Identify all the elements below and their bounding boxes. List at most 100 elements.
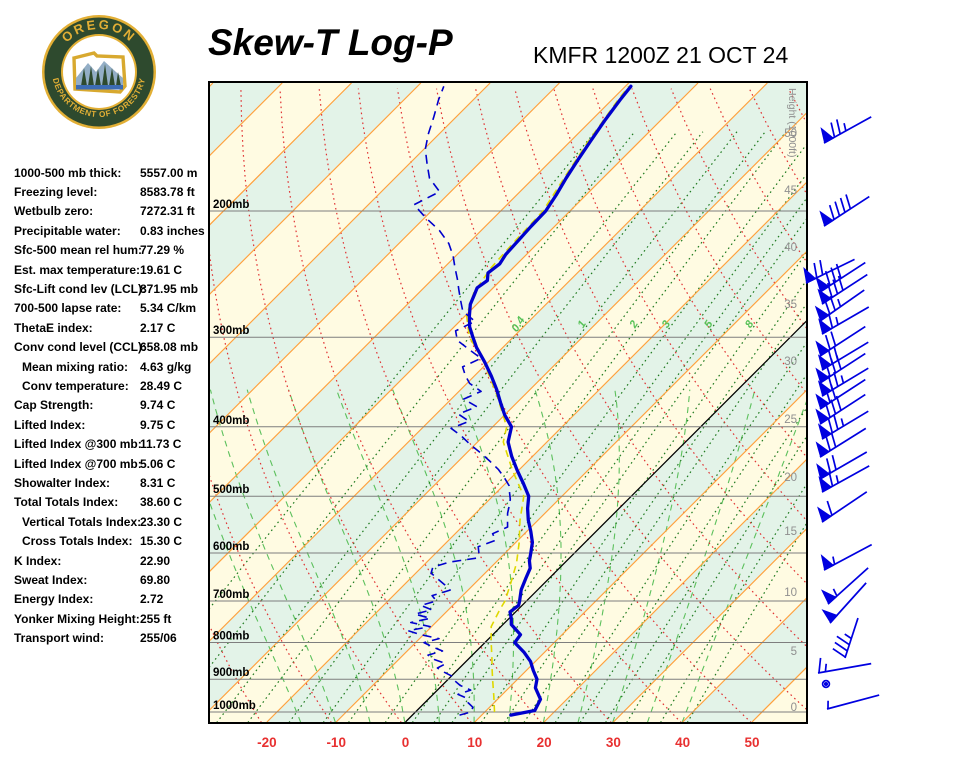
index-label: Precipitable water: bbox=[14, 223, 121, 238]
isotherm bbox=[210, 83, 214, 87]
index-row: Yonker Mixing Height: 255 ft bbox=[14, 609, 210, 628]
wind-barb bbox=[817, 491, 868, 523]
svg-text:700mb: 700mb bbox=[213, 589, 249, 601]
page-title: Skew-T Log-P bbox=[208, 22, 453, 63]
index-row: Conv temperature: 28.49 C bbox=[14, 376, 210, 395]
index-value: 77.29 % bbox=[140, 243, 185, 258]
index-row: Showalter Index: 8.31 C bbox=[14, 473, 210, 492]
index-row: ThetaE index: 2.17 C bbox=[14, 318, 210, 337]
plot-area: 0.4 1 2 3 5 8 bbox=[0, 83, 960, 722]
svg-text:50: 50 bbox=[784, 128, 797, 140]
index-label: Energy Index: bbox=[14, 592, 94, 607]
isobars bbox=[210, 210, 806, 713]
wind-barb bbox=[818, 306, 870, 335]
wind-barb bbox=[817, 273, 868, 305]
plot-border bbox=[208, 81, 808, 724]
index-row: Sweat Index: 69.80 bbox=[14, 570, 210, 589]
isotherm bbox=[210, 83, 768, 642]
index-row: 700-500 lapse rate: 5.34 C/km bbox=[14, 299, 210, 318]
svg-text:20: 20 bbox=[784, 472, 797, 484]
temperature-trace bbox=[467, 84, 633, 717]
wind-barb bbox=[820, 543, 873, 571]
index-label: 700-500 lapse rate: bbox=[14, 301, 122, 316]
wind-barb bbox=[821, 679, 831, 689]
isotherm bbox=[543, 459, 806, 722]
svg-text:40: 40 bbox=[784, 242, 797, 254]
index-label: Yonker Mixing Height: bbox=[14, 611, 140, 626]
logo-state-art bbox=[72, 51, 127, 94]
svg-text:900mb: 900mb bbox=[213, 667, 249, 679]
station-datetime: KMFR 1200Z 21 OCT 24 bbox=[533, 42, 789, 68]
index-label: Mean mixing ratio: bbox=[22, 359, 129, 374]
index-label: Lifted Index: bbox=[14, 417, 86, 432]
index-label: ThetaE index: bbox=[14, 320, 93, 335]
svg-text:-20: -20 bbox=[257, 735, 277, 750]
index-row: Cap Strength: 9.74 C bbox=[14, 396, 210, 415]
isotherm bbox=[210, 83, 422, 295]
indices-panel: 1000-500 mb thick: 5557.00 m Freezing leve… bbox=[14, 163, 210, 648]
index-value: 28.49 C bbox=[140, 378, 183, 393]
index-label: Conv temperature: bbox=[22, 378, 129, 393]
wind-barb bbox=[815, 352, 866, 384]
index-value: 9.75 C bbox=[140, 417, 176, 432]
index-value: 5.34 C/km bbox=[140, 301, 197, 316]
index-value: 5.06 C bbox=[140, 456, 176, 471]
index-label: Est. max temperature: bbox=[14, 262, 141, 277]
svg-text:10: 10 bbox=[784, 587, 797, 599]
index-label: Sfc-500 mean rel hum: bbox=[14, 243, 143, 258]
svg-text:1: 1 bbox=[575, 319, 588, 331]
index-row: Lifted Index @700 mb: 5.06 C bbox=[14, 454, 210, 473]
index-value: 658.08 mb bbox=[140, 340, 199, 355]
svg-text:-10: -10 bbox=[326, 735, 346, 750]
index-label: Cap Strength: bbox=[14, 398, 94, 413]
wind-barb bbox=[814, 289, 865, 322]
temp-axis-labels: -20 -10 0 10 20 30 40 50 bbox=[257, 735, 759, 750]
isotherm bbox=[821, 83, 960, 722]
index-row: Sfc-500 mean rel hum: 77.29 % bbox=[14, 241, 210, 260]
isotherm bbox=[266, 182, 806, 722]
index-row: Conv cond level (CCL): 658.08 mb bbox=[14, 338, 210, 357]
svg-text:1000mb: 1000mb bbox=[213, 700, 256, 712]
isotherm bbox=[210, 83, 491, 364]
isotherm bbox=[210, 112, 806, 711]
index-label: Lifted Index @700 mb: bbox=[14, 456, 142, 471]
wind-barb bbox=[815, 325, 866, 357]
index-row: 1000-500 mb thick: 5557.00 m bbox=[14, 163, 210, 182]
height-axis-title: Height (1000ft) bbox=[786, 88, 798, 157]
isotherm bbox=[682, 597, 806, 722]
index-label: Vertical Totals Index: bbox=[22, 514, 142, 529]
index-value: 23.30 C bbox=[140, 514, 183, 529]
index-label: Showalter Index: bbox=[14, 475, 111, 490]
isotherm bbox=[0, 83, 144, 722]
svg-text:600mb: 600mb bbox=[213, 541, 249, 553]
index-value: 22.90 bbox=[140, 553, 171, 568]
wind-barb bbox=[820, 567, 869, 605]
index-row: Energy Index: 2.72 bbox=[14, 590, 210, 609]
mixing-ratio-lines bbox=[210, 131, 806, 722]
index-label: Transport wind: bbox=[14, 631, 104, 646]
svg-text:15: 15 bbox=[784, 526, 797, 538]
index-value: 38.60 C bbox=[140, 495, 183, 510]
isotherm bbox=[210, 83, 560, 434]
svg-text:40: 40 bbox=[675, 735, 690, 750]
svg-text:10: 10 bbox=[467, 735, 482, 750]
svg-text:45: 45 bbox=[784, 185, 797, 197]
index-label: K Index: bbox=[14, 553, 62, 568]
wind-barb bbox=[816, 451, 868, 480]
svg-text:800mb: 800mb bbox=[213, 631, 249, 643]
index-label: Sfc-Lift cond lev (LCL): bbox=[14, 282, 146, 297]
index-row: Lifted Index: 9.75 C bbox=[14, 415, 210, 434]
index-label: 1000-500 mb thick: bbox=[14, 165, 122, 180]
index-value: 7272.31 ft bbox=[140, 204, 195, 219]
odf-logo: OREGON DEPARTMENT OF FORESTRY bbox=[42, 15, 156, 129]
index-row: Sfc-Lift cond lev (LCL): 871.95 mb bbox=[14, 279, 210, 298]
wind-barb bbox=[819, 194, 870, 227]
svg-text:35: 35 bbox=[784, 299, 797, 311]
index-value: 8.31 C bbox=[140, 475, 176, 490]
index-row: K Index: 22.90 bbox=[14, 551, 210, 570]
index-row: Mean mixing ratio: 4.63 g/kg bbox=[14, 357, 210, 376]
svg-text:30: 30 bbox=[606, 735, 621, 750]
svg-text:20: 20 bbox=[537, 735, 552, 750]
